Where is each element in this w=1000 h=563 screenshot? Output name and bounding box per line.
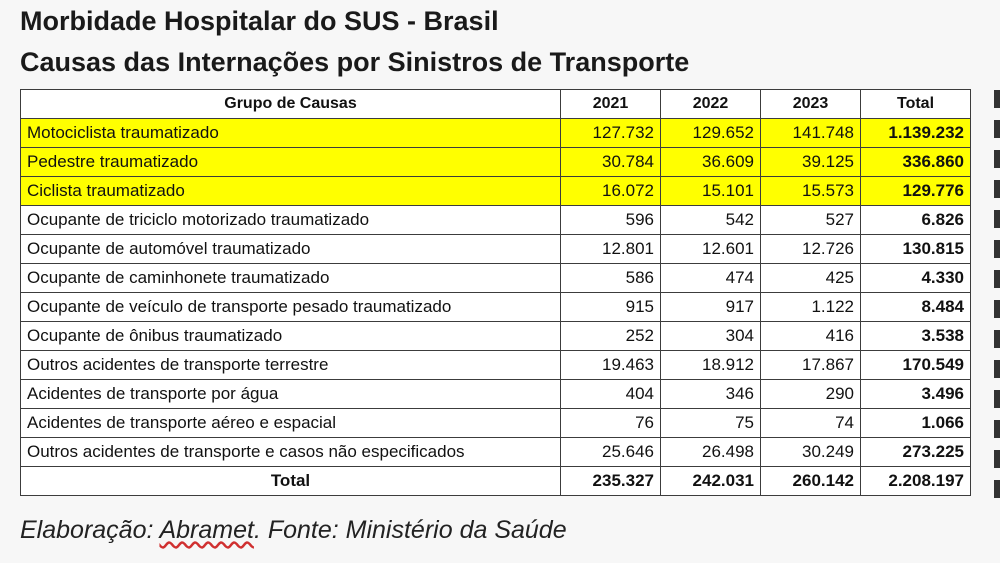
value-2022: 26.498 (660, 437, 761, 467)
value-2023: 17.867 (760, 350, 861, 380)
table-row: Outros acidentes de transporte terrestre… (20, 350, 971, 380)
value-2023: 141.748 (760, 118, 861, 148)
cause-cell: Ocupante de ônibus traumatizado (20, 321, 561, 351)
table-row: Ocupante de ônibus traumatizado 252 304 416… (20, 321, 971, 351)
value-total: 6.826 (860, 205, 971, 235)
col-header-total: Total (860, 89, 971, 119)
value-2021: 76 (560, 408, 661, 438)
total-2021: 235.327 (560, 466, 661, 496)
value-total: 1.066 (860, 408, 971, 438)
value-2021: 25.646 (560, 437, 661, 467)
table-row: Outros acidentes de transporte e casos n… (20, 437, 971, 467)
footer-suffix: . Fonte: Ministério da Saúde (253, 516, 567, 544)
table-row: Ocupante de automóvel traumatizado 12.801… (20, 234, 971, 264)
value-2022: 75 (660, 408, 761, 438)
value-2023: 15.573 (760, 176, 861, 206)
table-row: Motociclista traumatizado 127.732 129.652 1… (20, 118, 971, 148)
table-row: Acidentes de transporte aéreo e espacial… (20, 408, 971, 438)
header-row: Grupo de Causas 2021 2022 2023 Total (20, 89, 971, 119)
value-total: 4.330 (860, 263, 971, 293)
cause-cell: Ciclista traumatizado (20, 176, 561, 206)
value-total: 129.776 (860, 176, 971, 206)
value-total: 170.549 (860, 350, 971, 380)
total-2023: 260.142 (760, 466, 861, 496)
value-2021: 127.732 (560, 118, 661, 148)
cause-cell: Ocupante de automóvel traumatizado (20, 234, 561, 264)
table-row: Acidentes de transporte por água 404 346 29… (20, 379, 971, 409)
title-line-2: Causas das Internações por Sinistros de … (20, 47, 690, 77)
value-total: 1.139.232 (860, 118, 971, 148)
value-total: 336.860 (860, 147, 971, 177)
value-2021: 252 (560, 321, 661, 351)
cause-cell: Motociclista traumatizado (20, 118, 561, 148)
table-row: Pedestre traumatizado 30.784 36.609 39.125 3… (20, 147, 971, 177)
value-total: 130.815 (860, 234, 971, 264)
value-2023: 527 (760, 205, 861, 235)
table-body: Motociclista traumatizado 127.732 129.652 1… (20, 118, 971, 467)
grand-total: 2.208.197 (860, 466, 971, 496)
value-2021: 915 (560, 292, 661, 322)
col-header-cause: Grupo de Causas (20, 89, 561, 119)
value-2022: 12.601 (660, 234, 761, 264)
col-header-2022: 2022 (660, 89, 761, 119)
value-2023: 1.122 (760, 292, 861, 322)
value-2022: 304 (660, 321, 761, 351)
value-2021: 12.801 (560, 234, 661, 264)
cause-cell: Ocupante de caminhonete traumatizado (20, 263, 561, 293)
cause-cell: Acidentes de transporte por água (20, 379, 561, 409)
value-2021: 16.072 (560, 176, 661, 206)
total-row: Total 235.327 242.031 260.142 2.208.197 (20, 466, 971, 496)
value-2023: 425 (760, 263, 861, 293)
value-2021: 586 (560, 263, 661, 293)
table-row: Ciclista traumatizado 16.072 15.101 15.573 1… (20, 176, 971, 206)
value-2021: 404 (560, 379, 661, 409)
value-2021: 596 (560, 205, 661, 235)
title-line-1: Morbidade Hospitalar do SUS - Brasil (20, 6, 499, 36)
cause-cell: Acidentes de transporte aéreo e espacial (20, 408, 561, 438)
value-2022: 542 (660, 205, 761, 235)
value-2023: 74 (760, 408, 861, 438)
value-2021: 19.463 (560, 350, 661, 380)
value-total: 273.225 (860, 437, 971, 467)
value-total: 8.484 (860, 292, 971, 322)
value-2022: 474 (660, 263, 761, 293)
footer-prefix: Elaboração: (20, 516, 160, 544)
value-2023: 30.249 (760, 437, 861, 467)
value-2022: 346 (660, 379, 761, 409)
cause-cell: Ocupante de triciclo motorizado traumati… (20, 205, 561, 235)
value-2023: 12.726 (760, 234, 861, 264)
cause-cell: Outros acidentes de transporte terrestre (20, 350, 561, 380)
morbidity-table: Grupo de Causas 2021 2022 2023 Total Mot… (20, 89, 971, 496)
cause-cell: Ocupante de veículo de transporte pesado… (20, 292, 561, 322)
cause-cell: Outros acidentes de transporte e casos n… (20, 437, 561, 467)
value-total: 3.538 (860, 321, 971, 351)
value-2022: 15.101 (660, 176, 761, 206)
table-row: Ocupante de triciclo motorizado traumati… (20, 205, 971, 235)
col-header-2023: 2023 (760, 89, 861, 119)
total-label: Total (20, 466, 561, 496)
value-total: 3.496 (860, 379, 971, 409)
value-2022: 18.912 (660, 350, 761, 380)
value-2023: 416 (760, 321, 861, 351)
value-2022: 917 (660, 292, 761, 322)
table-row: Ocupante de caminhonete traumatizado 586 4… (20, 263, 971, 293)
total-2022: 242.031 (660, 466, 761, 496)
footer-org: Abramet (159, 516, 254, 544)
col-header-2021: 2021 (560, 89, 661, 119)
value-2023: 290 (760, 379, 861, 409)
footer-credit: Elaboração: Abramet. Fonte: Ministério d… (20, 516, 567, 545)
edge-decoration (994, 90, 1000, 510)
value-2022: 129.652 (660, 118, 761, 148)
table-row: Ocupante de veículo de transporte pesado… (20, 292, 971, 322)
value-2021: 30.784 (560, 147, 661, 177)
cause-cell: Pedestre traumatizado (20, 147, 561, 177)
value-2023: 39.125 (760, 147, 861, 177)
value-2022: 36.609 (660, 147, 761, 177)
